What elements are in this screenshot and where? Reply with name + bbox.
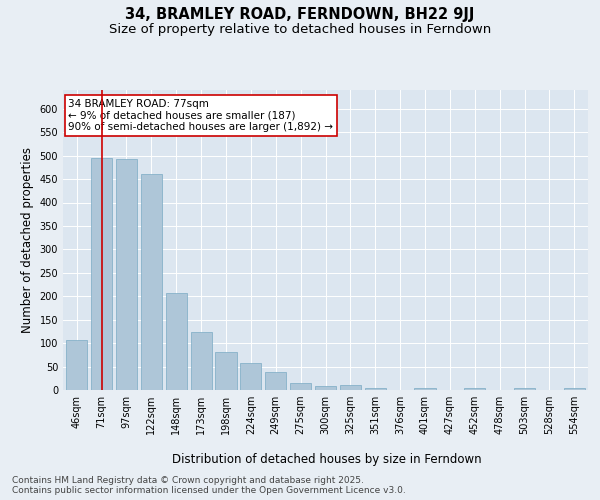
Bar bbox=[315, 386, 336, 390]
Bar bbox=[191, 332, 212, 390]
Bar bbox=[290, 384, 311, 390]
Bar bbox=[564, 388, 585, 390]
Bar bbox=[141, 174, 162, 390]
Bar bbox=[365, 388, 386, 390]
Bar bbox=[116, 159, 137, 390]
Text: Size of property relative to detached houses in Ferndown: Size of property relative to detached ho… bbox=[109, 22, 491, 36]
Text: Contains HM Land Registry data © Crown copyright and database right 2025.
Contai: Contains HM Land Registry data © Crown c… bbox=[12, 476, 406, 495]
Text: 34, BRAMLEY ROAD, FERNDOWN, BH22 9JJ: 34, BRAMLEY ROAD, FERNDOWN, BH22 9JJ bbox=[125, 8, 475, 22]
Text: Distribution of detached houses by size in Ferndown: Distribution of detached houses by size … bbox=[172, 452, 482, 466]
Bar bbox=[240, 364, 262, 390]
Bar bbox=[66, 340, 87, 390]
Y-axis label: Number of detached properties: Number of detached properties bbox=[21, 147, 34, 333]
Bar bbox=[265, 372, 286, 390]
Bar bbox=[340, 385, 361, 390]
Bar bbox=[215, 352, 236, 390]
Bar bbox=[514, 388, 535, 390]
Bar bbox=[91, 158, 112, 390]
Bar bbox=[464, 388, 485, 390]
Text: 34 BRAMLEY ROAD: 77sqm
← 9% of detached houses are smaller (187)
90% of semi-det: 34 BRAMLEY ROAD: 77sqm ← 9% of detached … bbox=[68, 99, 333, 132]
Bar bbox=[415, 388, 436, 390]
Bar bbox=[166, 293, 187, 390]
